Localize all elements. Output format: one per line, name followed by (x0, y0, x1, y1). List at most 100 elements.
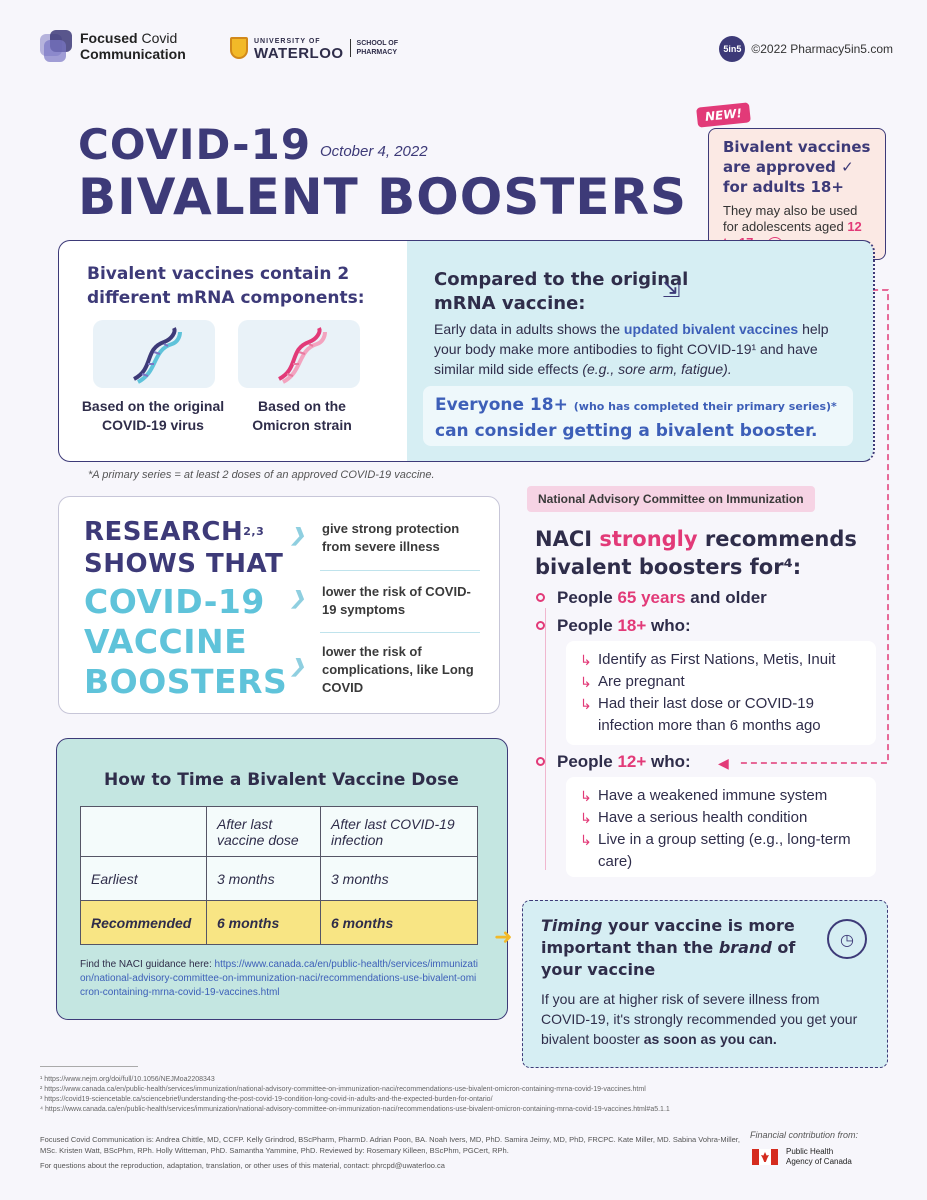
check-icon: ✓ (841, 158, 854, 176)
bullet1-a: People (557, 588, 618, 607)
financial-label: Financial contribution from: (750, 1130, 859, 1140)
bullet3-b: 12+ (617, 752, 647, 771)
logo-word-covid: Covid (141, 30, 178, 46)
research-heading: RESEARCH2,3 SHOWS THAT (84, 516, 283, 580)
canada-flag-icon (752, 1149, 778, 1165)
compared-heading: Compared to the original mRNA vaccine: (434, 269, 689, 314)
bullet2-b: 18+ (617, 616, 647, 635)
naci-guidance-label: Find the NACI guidance here: (80, 959, 215, 970)
naci-heading: NACI strongly recommends bivalent booste… (535, 525, 857, 581)
contact-text: For questions about the reproduction, ad… (40, 1161, 445, 1170)
reference-item[interactable]: ² https://www.canada.ca/en/public-health… (40, 1086, 646, 1093)
focused-covid-logo: Focused Covid Communication (40, 30, 186, 62)
naci-tag: National Advisory Committee on Immunizat… (527, 486, 815, 512)
everyone-callout: Everyone 18+ (who has completed their pr… (423, 386, 853, 446)
mrna-heading: Bivalent vaccines contain 2 different mR… (87, 264, 365, 308)
date: October 4, 2022 (320, 143, 428, 160)
compared-body-highlight: updated bivalent vaccines (623, 321, 799, 337)
bullet-dot-icon (536, 757, 545, 766)
research-sup: 2,3 (243, 525, 265, 538)
original-mrna-icon (93, 320, 215, 388)
chevron-right-icon: ❯ (290, 525, 306, 545)
compared-body: Early data in adults shows the updated b… (434, 319, 854, 379)
timing-callout: Timing your vaccine is more important th… (522, 900, 888, 1068)
phac-line2: Agency of Canada (786, 1157, 852, 1166)
new-body: They may also be used for adolescents ag… (723, 203, 858, 234)
callout-h-b: your vaccine is more important than the (541, 916, 795, 957)
callout-brand: brand (718, 938, 772, 957)
timing-table: After last vaccine dose After last COVID… (80, 806, 478, 945)
research-item: ❯ lower the risk of COVID-19 symptoms (290, 583, 482, 619)
arrow-right-icon: ➜ (494, 925, 513, 950)
bullet3-c: who: (646, 752, 691, 771)
table-cell: 6 months (320, 900, 478, 945)
new-heading1: Bivalent vaccines (723, 138, 871, 156)
phac-logo: Public Health Agency of Canada (752, 1147, 852, 1167)
clock-icon: ◷ (827, 919, 867, 959)
table-row: Recommended 6 months 6 months (80, 900, 478, 945)
table-cell: 6 months (206, 900, 321, 945)
bullet1-c: and older (685, 588, 767, 607)
list-item: Have a weakened immune system (580, 785, 862, 807)
uw-small-text: UNIVERSITY OF (254, 38, 321, 45)
list-item: Identify as First Nations, Metis, Inuit (580, 649, 862, 671)
bullet-line (545, 608, 546, 870)
research-line1: RESEARCH (84, 517, 244, 547)
bullet2-c: who: (646, 616, 691, 635)
divider (40, 1066, 138, 1067)
uw-big-text: WATERLOO (254, 45, 344, 62)
divider (320, 632, 480, 633)
references: ¹ https://www.nejm.org/doi/full/10.1056/… (40, 1075, 670, 1115)
callout-timing: Timing (541, 916, 603, 935)
table-header: After last COVID-19 infection (320, 806, 478, 857)
caption-omicron: Based on the Omicron strain (252, 398, 352, 433)
chevron-right-icon: ❯ (290, 588, 306, 608)
divider (320, 570, 480, 571)
research-line2: SHOWS THAT (84, 549, 284, 579)
compared-body-a: Early data in adults shows the (434, 321, 624, 337)
bullet-18: People 18+ who: (536, 616, 691, 636)
primary-series-footnote: *A primary series = at least 2 doses of … (88, 469, 435, 481)
crest-icon (230, 37, 248, 59)
table-cell (80, 806, 207, 857)
research-item-text: lower the risk of complications, like Lo… (322, 644, 474, 695)
table-header: After last vaccine dose (206, 806, 321, 857)
logo-word-focused: Focused (80, 30, 138, 46)
reference-item[interactable]: ³ https://covid19-sciencetable.ca/scienc… (40, 1096, 493, 1103)
table-row: Earliest 3 months 3 months (80, 856, 478, 901)
compared-panel-border (405, 240, 875, 462)
list-item: Live in a group setting (e.g., long-term… (580, 829, 862, 873)
uwaterloo-logo: UNIVERSITY OF WATERLOO SCHOOL OF PHARMAC… (230, 36, 398, 62)
pharmacy5in5-badge: 5in5 (719, 36, 746, 62)
bullet-12: People 12+ who: (536, 752, 691, 772)
credits: Focused Covid Communication is: Andrea C… (40, 1134, 740, 1171)
new-approval-box: Bivalent vaccines are approved ✓ for adu… (708, 128, 886, 260)
research-line4: VACCINE (84, 622, 248, 661)
title-line2: BIVALENT BOOSTERS (78, 168, 687, 226)
research-item-text: give strong protection from severe illne… (322, 521, 460, 554)
research-line5: BOOSTERS (84, 662, 288, 701)
list-item: Had their last dose or COVID-19 infectio… (580, 693, 862, 737)
everyone-small: (who has completed their primary series)… (573, 400, 837, 413)
chevron-right-icon: ❯ (290, 656, 306, 676)
naci-heading-a: NACI (535, 527, 600, 551)
compared-body-d: (e.g., sore arm, fatigue). (582, 361, 732, 377)
logo-word-communication: Communication (80, 46, 186, 62)
new-heading2: are approved (723, 158, 836, 176)
reference-item[interactable]: ⁴ https://www.canada.ca/en/public-health… (40, 1106, 670, 1113)
naci-guidance-link[interactable]: https://www.canada.ca/en/public-health/s… (80, 959, 478, 998)
caption-original: Based on the original COVID-19 virus (81, 398, 225, 433)
list-item: Are pregnant (580, 671, 862, 693)
logo-icon (40, 30, 74, 62)
everyone-b: can consider getting a bivalent booster. (435, 421, 818, 441)
everyone-a: Everyone 18+ (435, 395, 568, 415)
group-12-list: Have a weakened immune system Have a ser… (566, 777, 876, 877)
bullet2-a: People (557, 616, 618, 635)
list-item: Have a serious health condition (580, 807, 862, 829)
research-line3: COVID-19 (84, 582, 265, 621)
arrow-down-right-icon: ⇲ (662, 278, 681, 303)
bullet-dot-icon (536, 593, 545, 602)
reference-item[interactable]: ¹ https://www.nejm.org/doi/full/10.1056/… (40, 1076, 215, 1083)
table-cell: 3 months (320, 856, 478, 901)
arrow-left-icon: ◀ (718, 756, 729, 772)
